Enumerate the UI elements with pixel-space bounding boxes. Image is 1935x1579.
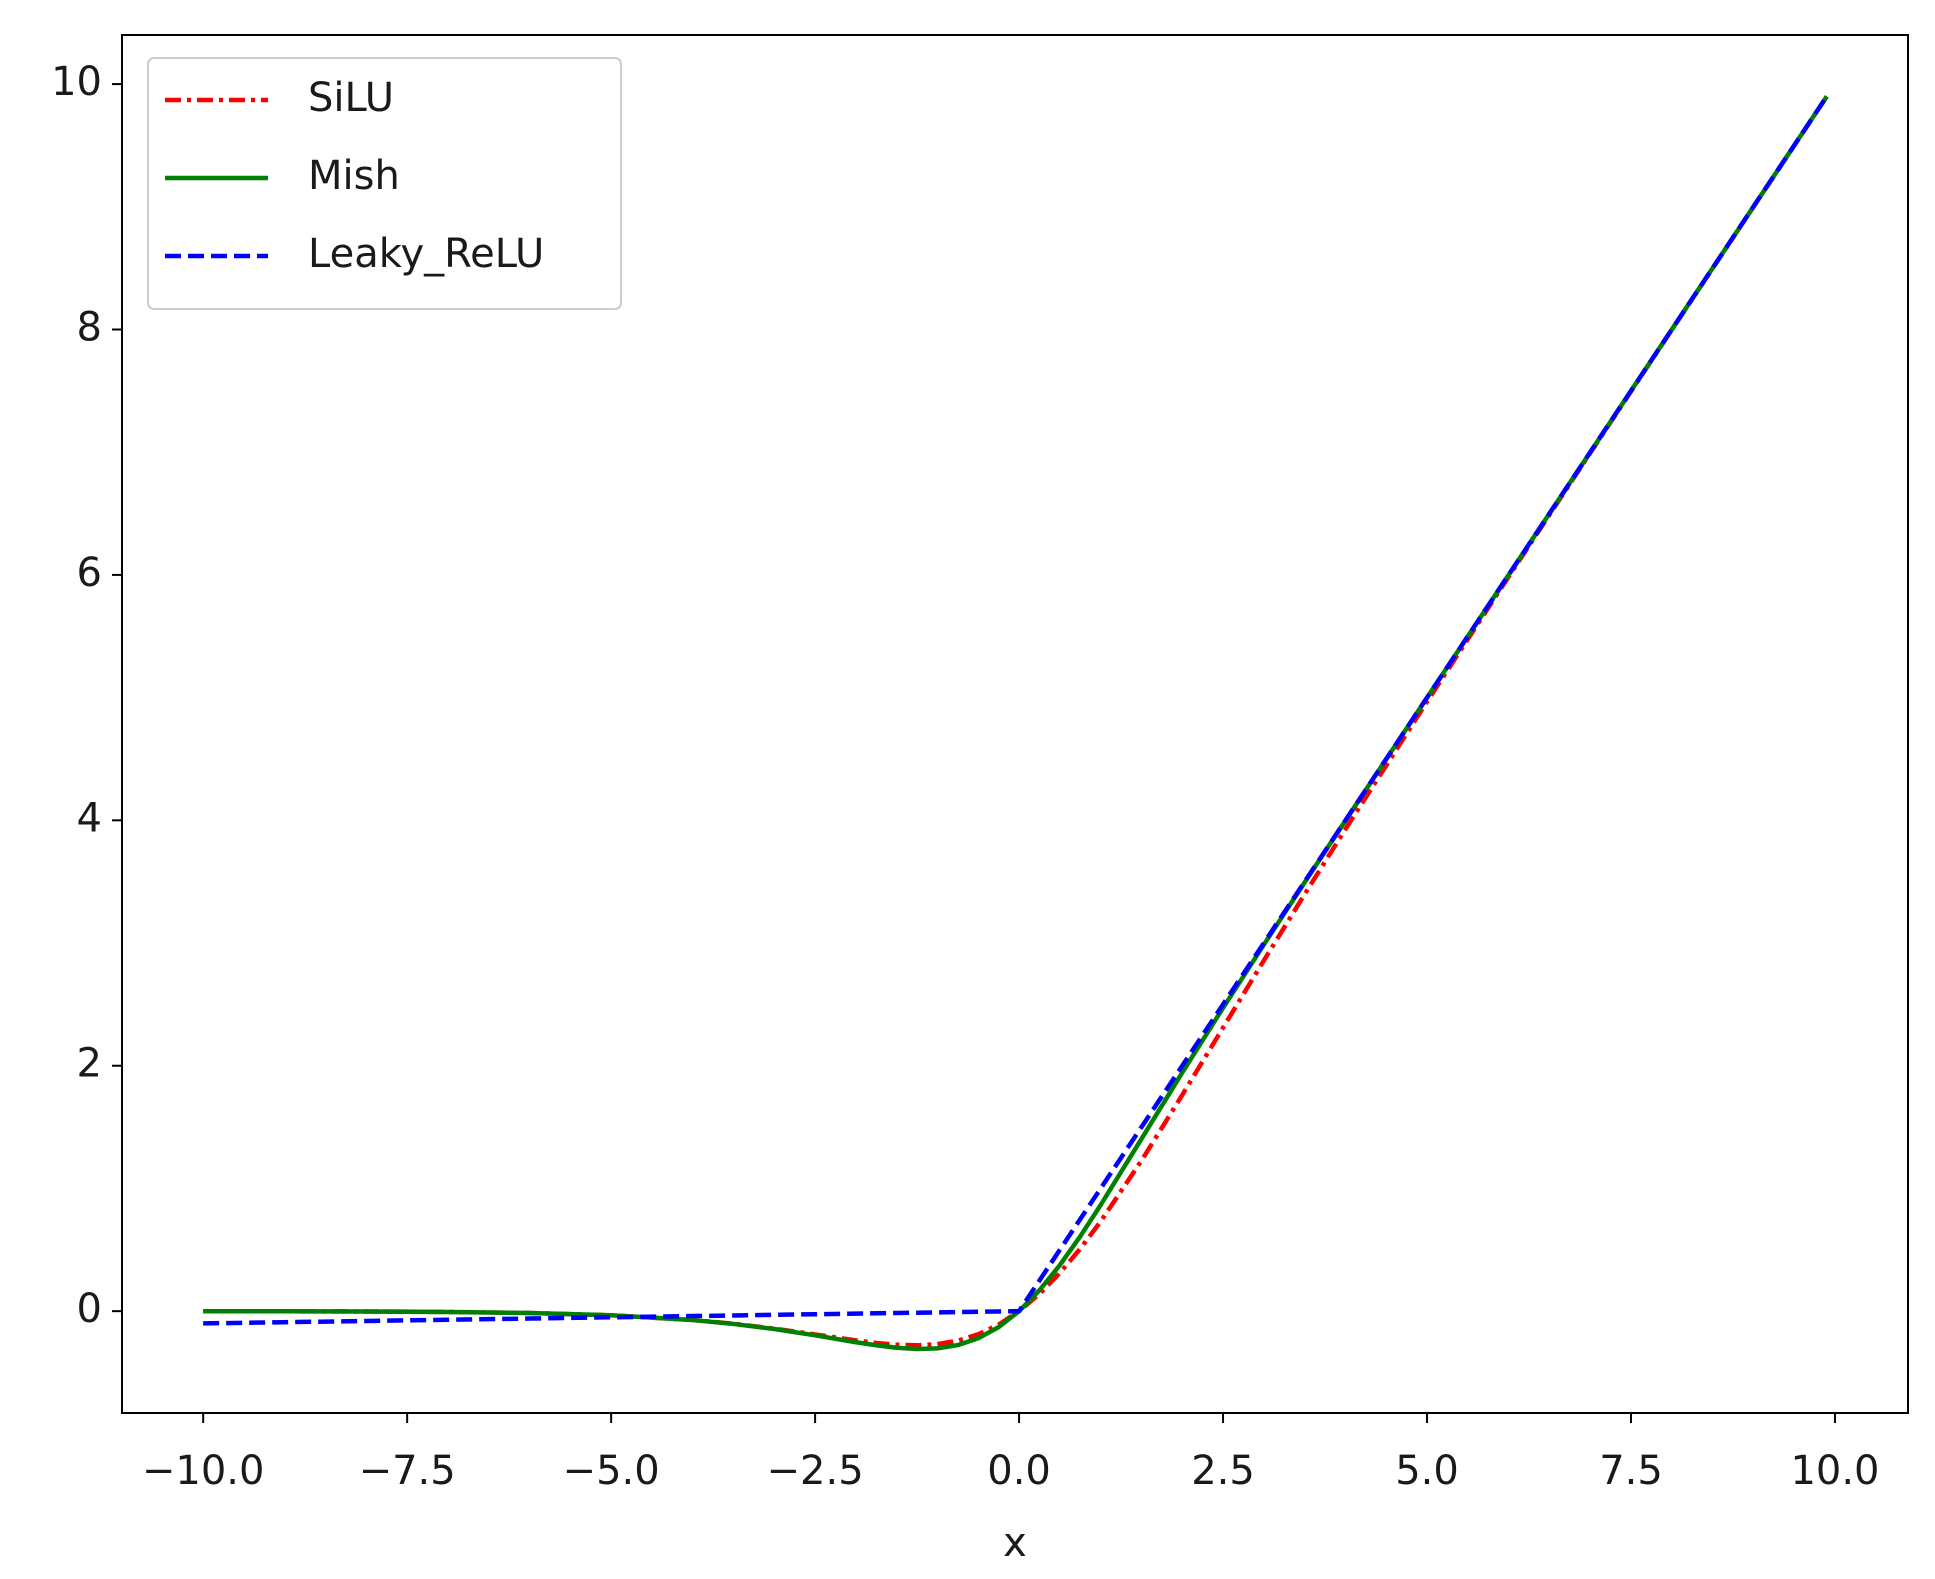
x-tick-label: −2.5 [767,1448,864,1494]
legend-box [147,57,622,310]
line-series [203,95,1829,1326]
x-tick-label: 0.0 [987,1448,1051,1494]
legend-label: Leaky_ReLU [308,231,544,277]
legend-label: Mish [308,153,400,199]
plot-frame [121,34,1909,1414]
y-tick-label: 4 [77,795,102,841]
x-tick-label: 10.0 [1790,1448,1879,1494]
x-tick-label: 7.5 [1599,1448,1663,1494]
legend-label: SiLU [308,75,394,121]
x-tick-label: 2.5 [1191,1448,1255,1494]
y-tick-label: 10 [51,59,102,105]
x-tick-label: −5.0 [563,1448,660,1494]
x-axis-label: x [1003,1520,1027,1566]
y-tick-label: 2 [77,1041,102,1087]
y-tick-label: 0 [77,1286,102,1332]
y-tick-label: 6 [77,550,102,596]
x-tick-label: −10.0 [142,1448,265,1494]
y-tick-label: 8 [77,304,102,350]
x-tick-label: −7.5 [359,1448,456,1494]
x-tick-label: 5.0 [1395,1448,1459,1494]
